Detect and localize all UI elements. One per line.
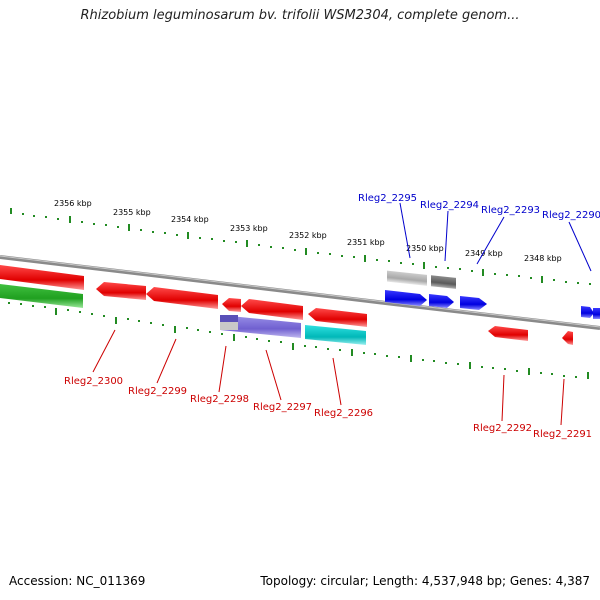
gene-rleg2-2292-arrow[interactable]	[488, 326, 528, 341]
gene-rleg2-2290-arrow-tail[interactable]	[593, 308, 600, 319]
gene-label-rleg2-2300[interactable]: Rleg2_2300	[64, 376, 123, 387]
scale-label: 2348 kbp	[524, 254, 562, 263]
leader-line	[156, 338, 177, 384]
gene-label-rleg2-2297[interactable]: Rleg2_2297	[253, 402, 312, 413]
gene-rleg2-2296-feature[interactable]	[305, 325, 366, 345]
gene-rleg2-2295-feature[interactable]	[387, 270, 427, 286]
scale-label: 2352 kbp	[289, 231, 327, 240]
scale-label: 2350 kbp	[406, 244, 444, 253]
leader-line	[332, 357, 342, 406]
leader-line	[92, 329, 116, 373]
gene-label-rleg2-2290[interactable]: Rleg2_2290	[542, 210, 600, 221]
forward-genes	[385, 270, 600, 319]
gene-label-rleg2-2294[interactable]: Rleg2_2294	[420, 200, 479, 211]
gene-label-rleg2-2295[interactable]: Rleg2_2295	[358, 193, 417, 204]
gene-label-rleg2-2292[interactable]: Rleg2_2292	[473, 423, 532, 434]
leader-line	[399, 202, 411, 259]
leader-line	[444, 210, 449, 262]
scale-label: 2354 kbp	[171, 215, 209, 224]
gene-rleg2-2296-arrow[interactable]	[308, 308, 367, 327]
gene-purple-cap-light	[220, 322, 238, 330]
gene-rleg2-2297-arrow[interactable]	[241, 299, 303, 320]
reverse-genes	[0, 265, 573, 345]
leader-line	[265, 349, 282, 401]
genome-backbone-highlight	[0, 255, 600, 328]
leader-line	[568, 221, 592, 272]
scale-label: 2351 kbp	[347, 238, 385, 247]
gene-rleg2-2294-feature[interactable]	[431, 275, 456, 289]
upper-tick-track	[10, 208, 591, 285]
gene-rleg2-2294-arrow[interactable]	[429, 294, 454, 308]
gene-small-red-arrow[interactable]	[222, 298, 241, 312]
gene-rleg2-2295-arrow[interactable]	[385, 290, 427, 306]
scale-label: 2353 kbp	[230, 224, 268, 233]
genome-backbone	[0, 255, 600, 330]
leader-line	[218, 345, 227, 393]
scale-label: 2356 kbp	[54, 199, 92, 208]
gene-rleg2-2291-arrow[interactable]	[562, 331, 573, 345]
gene-rleg2-2299-arrow[interactable]	[96, 282, 146, 300]
leader-line	[501, 374, 505, 422]
gene-label-rleg2-2299[interactable]: Rleg2_2299	[128, 386, 187, 397]
gene-label-rleg2-2296[interactable]: Rleg2_2296	[314, 408, 373, 419]
accession-text: Accession: NC_011369	[9, 574, 146, 588]
map-title: Rhizobium leguminosarum bv. trifolii WSM…	[80, 8, 520, 23]
gene-purple-cap	[220, 315, 238, 323]
scale-label: 2349 kbp	[465, 249, 503, 258]
gene-rleg2-2300-arrow[interactable]	[0, 265, 84, 290]
topology-text: Topology: circular; Length: 4,537,948 bp…	[260, 574, 590, 588]
leader-line	[476, 216, 505, 265]
gene-rleg2-2293-arrow[interactable]	[460, 296, 487, 310]
scale-label: 2355 kbp	[113, 208, 151, 217]
gene-rleg2-2298-arrow[interactable]	[146, 287, 218, 309]
lower-tick-track	[8, 302, 589, 379]
gene-label-rleg2-2293[interactable]: Rleg2_2293	[481, 205, 540, 216]
gene-label-rleg2-2298[interactable]: Rleg2_2298	[190, 394, 249, 405]
leader-line	[560, 378, 565, 426]
gene-green-feature[interactable]	[0, 284, 83, 308]
gene-rleg2-2297-feature[interactable]	[220, 315, 301, 338]
gene-label-rleg2-2291[interactable]: Rleg2_2291	[533, 429, 592, 440]
gene-rleg2-2290-arrow[interactable]	[581, 306, 594, 318]
